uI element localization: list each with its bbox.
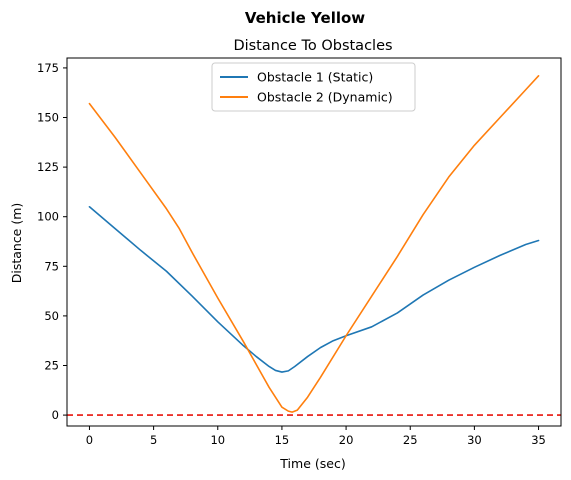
x-tick-label: 20 (339, 433, 354, 447)
x-axis-label: Time (sec) (279, 456, 345, 471)
x-tick-label: 15 (275, 433, 290, 447)
chart-title: Distance To Obstacles (233, 38, 392, 54)
plot-frame (66, 57, 562, 427)
x-tick-label: 5 (150, 433, 157, 447)
legend-box (211, 62, 416, 112)
x-tick-label: 10 (210, 433, 225, 447)
y-tick-label: 150 (37, 111, 59, 125)
legend-label-obstacle-2: Obstacle 2 (Dynamic) (257, 90, 393, 105)
x-tick-label: 25 (403, 433, 418, 447)
y-tick-label: 0 (52, 408, 59, 422)
y-tick-label: 50 (44, 309, 59, 323)
y-tick-label: 125 (37, 160, 59, 174)
y-tick-label: 100 (37, 210, 59, 224)
y-tick-label: 25 (44, 358, 59, 372)
y-axis: 0 25 50 75 100 125 150 175 (37, 61, 67, 422)
series-line-2 (88, 75, 540, 413)
x-tick-label: 35 (531, 433, 546, 447)
x-tick-label: 30 (467, 433, 482, 447)
y-tick-label: 175 (37, 61, 59, 75)
legend: Obstacle 1 (Static) Obstacle 2 (Dynamic) (211, 62, 416, 112)
y-axis-label: Distance (m) (9, 203, 24, 284)
x-axis: 0 5 10 15 20 25 30 35 (86, 426, 546, 447)
series-line-1 (88, 205, 540, 373)
figure-suptitle: Vehicle Yellow (245, 9, 365, 27)
legend-label-obstacle-1: Obstacle 1 (Static) (257, 70, 373, 85)
y-tick-label: 75 (44, 259, 59, 273)
series-layer (67, 75, 561, 416)
x-tick-label: 0 (86, 433, 93, 447)
